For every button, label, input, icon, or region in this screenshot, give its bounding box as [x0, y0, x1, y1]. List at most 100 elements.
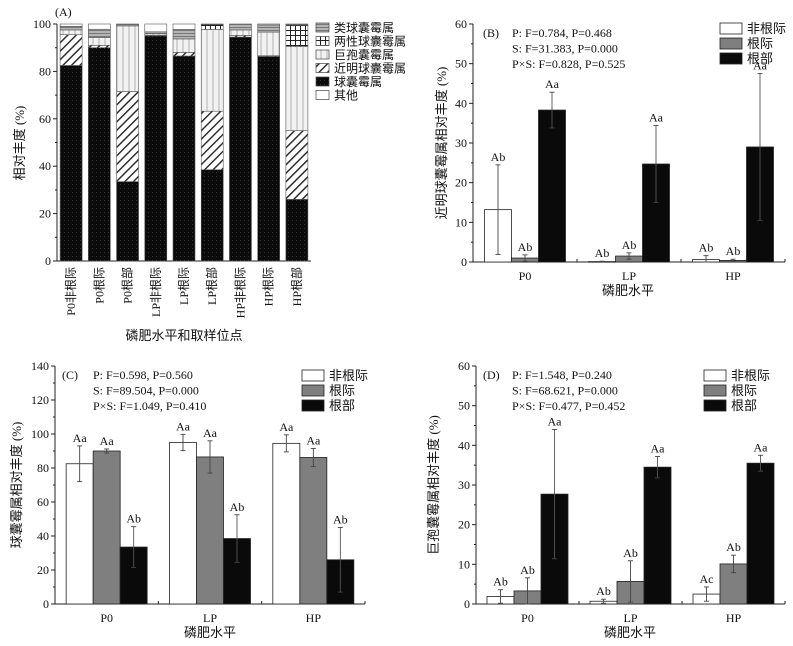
bar-segment-巨孢囊霉属: [88, 37, 111, 46]
y-tick-label: 20: [455, 176, 467, 190]
x-tick-label: LP: [623, 611, 637, 625]
x-tick-label: LP: [203, 611, 217, 625]
y-tick-label: 140: [31, 359, 49, 373]
bar-segment-类球囊霉属: [200, 23, 224, 26]
x-axis-label-c: 磷肥水平: [184, 625, 236, 640]
bar-segment-巨孢囊霉属: [200, 29, 224, 112]
legend-label-a: 巨孢囊霉属: [334, 47, 394, 62]
x-tick-label: HP: [306, 611, 322, 625]
bar-segment-球囊霉属: [59, 65, 83, 262]
y-tick-label: 120: [31, 393, 49, 407]
legend-swatch-a: [315, 90, 330, 100]
legend-label: 根部: [731, 398, 757, 413]
bar-非根际: [65, 463, 94, 605]
y-tick-label: 60: [37, 495, 49, 509]
significance-label: Aa: [753, 59, 768, 73]
legend-label: 根际: [329, 383, 355, 398]
panel-b: (B) 近明球囊霉属相对丰度 (%) 磷肥水平 P: F=0.784, P=0.…: [434, 17, 786, 298]
panel-a: (A) 相对丰度 (%) 磷肥水平和取样位点 0 20 40 60 80 100 P0非根…: [12, 5, 406, 343]
bar-segment-类球囊霉属: [285, 23, 309, 26]
significance-label: Ab: [126, 512, 141, 526]
bar-segment-其他: [116, 23, 139, 26]
panel-label-b: (B): [483, 26, 499, 40]
significance-label: Ab: [726, 244, 741, 258]
legend-label: 非根际: [329, 368, 368, 383]
legend-swatch: [703, 399, 727, 412]
x-axis-label-b: 磷肥水平: [602, 283, 654, 298]
y-tick-label: 50: [455, 57, 467, 71]
legend-swatch: [719, 37, 743, 50]
bar-segment-巨孢囊霉属: [257, 31, 280, 57]
anova-stat: P: F=1.548, P=0.240: [512, 368, 612, 382]
legend-swatch: [703, 384, 727, 397]
y-tick-label-a: 20: [39, 207, 51, 221]
bar-segment-类球囊霉属: [172, 29, 196, 40]
legend-swatch: [703, 369, 727, 382]
x-tick-label-a: P0根际: [92, 267, 106, 304]
y-tick-label-a: 80: [39, 64, 51, 78]
bar-segment-其他: [59, 23, 83, 27]
x-tick-label-a: HP根部: [289, 267, 304, 306]
y-tick-label-a: 40: [39, 159, 51, 173]
y-tick-label: 0: [464, 597, 470, 611]
anova-stat: P: F=0.784, P=0.468: [512, 26, 612, 40]
significance-label: Aa: [649, 111, 664, 125]
legend-swatch-a: [315, 36, 330, 46]
significance-label: Aa: [279, 420, 294, 434]
legend-swatch: [719, 52, 743, 65]
y-tick-label: 100: [31, 427, 49, 441]
bar-segment-球囊霉属: [88, 47, 111, 262]
significance-label: Ab: [595, 246, 610, 260]
anova-stat: P×S: F=0.828, P=0.525: [512, 57, 625, 71]
legend-swatch: [301, 399, 325, 412]
bar-非根际: [169, 442, 197, 605]
significance-label: Aa: [548, 414, 563, 428]
significance-label: Aa: [306, 433, 321, 447]
x-tick-label: HP: [726, 611, 742, 625]
anova-stat: P: F=0.598, P=0.560: [93, 368, 193, 382]
x-tick-label: HP: [725, 269, 741, 283]
legend-swatch-a: [315, 22, 330, 33]
y-tick-label: 10: [455, 215, 467, 229]
bar-segment-类球囊霉属: [88, 28, 111, 38]
significance-label: Ab: [491, 150, 506, 164]
bar-segment-球囊霉属: [257, 56, 280, 262]
bar-根际: [92, 450, 121, 605]
y-axis-label-c: 球囊霉属相对丰度 (%): [9, 422, 24, 549]
y-axis-label-d: 巨孢囊霉属相对丰度 (%): [426, 415, 441, 555]
bar-segment-类球囊霉属: [229, 23, 252, 31]
x-axis-label-d: 磷肥水平: [604, 625, 656, 640]
bar-segment-球囊霉属: [285, 199, 309, 262]
bar-segment-其他: [172, 23, 196, 30]
y-tick-label-a: 60: [39, 112, 51, 126]
bar-segment-其他: [88, 23, 111, 30]
bar-segment-类球囊霉属: [257, 24, 280, 33]
significance-label: Ac: [700, 572, 714, 586]
x-tick-label-a: LP非根际: [149, 267, 163, 317]
y-tick-label: 40: [458, 438, 470, 452]
significance-label: Ab: [230, 500, 245, 514]
significance-label: Aa: [73, 431, 88, 445]
legend-label-a: 类球囊霉属: [334, 20, 394, 35]
bar-segment-巨孢囊霉属: [116, 25, 139, 92]
bar-segment-类球囊霉属: [59, 26, 83, 31]
bar-segment-两性球囊霉属: [200, 24, 224, 30]
x-tick-label: P0: [521, 611, 534, 625]
bar-根部: [746, 462, 775, 605]
anova-stat: S: F=68.621, P=0.000: [512, 384, 618, 398]
bar-segment-近明球囊霉属: [172, 52, 196, 57]
bar-非根际: [272, 442, 301, 605]
significance-label: Aa: [651, 441, 666, 455]
y-tick-label: 40: [37, 529, 49, 543]
bar-segment-近明球囊霉属: [285, 130, 309, 200]
bar-segment-其他: [144, 23, 168, 33]
bar-segment-近明球囊霉属: [200, 110, 224, 171]
significance-label: Ab: [596, 584, 611, 598]
significance-label: Ab: [520, 563, 535, 577]
bar-segment-近明球囊霉属: [116, 91, 139, 182]
x-tick-label-a: P0根部: [120, 267, 135, 304]
y-tick-label: 0: [43, 597, 49, 611]
y-axis-label-b: 近明球囊霉属相对丰度 (%): [434, 67, 449, 220]
legend-label: 非根际: [731, 368, 770, 383]
